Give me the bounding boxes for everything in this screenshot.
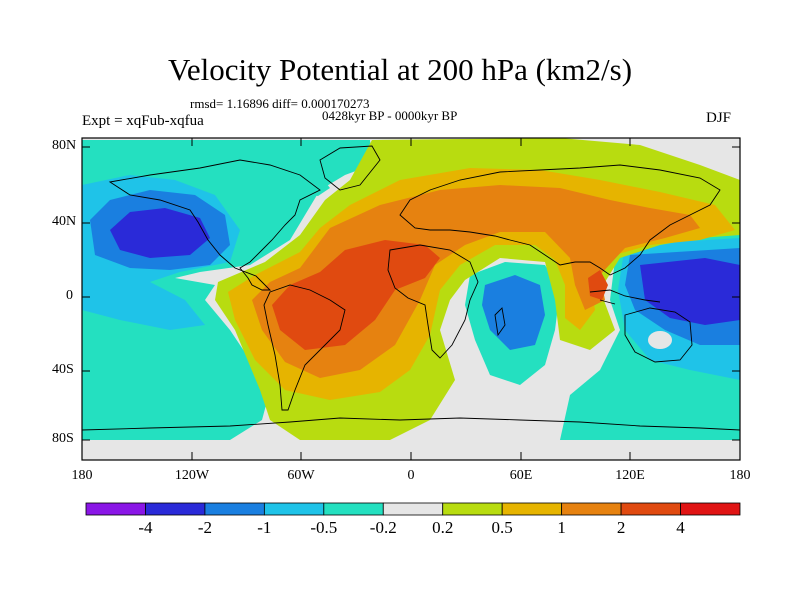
negative-region-pacific-core xyxy=(110,208,210,258)
coastline-madagascar xyxy=(494,307,506,337)
colorbar-label: -2 xyxy=(197,518,212,537)
positive-region-red xyxy=(272,240,440,350)
y-tick-label: 80N xyxy=(52,138,77,153)
colorbar-swatch xyxy=(145,502,206,516)
colorbar-swatch xyxy=(442,502,503,516)
colorbar xyxy=(85,502,741,516)
colorbar-swatch xyxy=(561,502,622,516)
colorbar-swatch xyxy=(620,502,681,516)
x-tick-label: 60E xyxy=(509,468,533,483)
x-tick-label: 0 xyxy=(407,468,415,483)
australia-neutral-spot xyxy=(648,331,672,349)
colorbar-label: -4 xyxy=(138,518,153,537)
colorbar-swatch xyxy=(680,502,741,516)
x-tick-label: 180 xyxy=(71,468,93,483)
coastline-greenland xyxy=(319,145,381,191)
map-title: Velocity Potential at 200 hPa (km2/s) xyxy=(167,52,633,87)
colorbar-swatch xyxy=(263,502,325,516)
colorbar-label: 0.5 xyxy=(491,518,513,537)
y-tick-label: 0 xyxy=(66,288,73,303)
colorbar-swatch xyxy=(323,502,384,516)
x-tick-label: 120W xyxy=(174,468,210,483)
stats-line: rmsd= 1.16896 diff= 0.000170273 xyxy=(190,96,370,111)
period-line: 0428kyr BP - 0000kyr BP xyxy=(322,108,458,123)
colorbar-label: 4 xyxy=(676,518,685,537)
colorbar-swatch xyxy=(501,502,563,516)
x-tick-label: 180 xyxy=(729,468,751,483)
coastlines xyxy=(82,145,740,431)
x-tick-label: 60W xyxy=(287,468,315,483)
positive-region-red-asia xyxy=(588,270,608,300)
coastline-africa xyxy=(387,244,479,359)
negative-region-atlantic-north xyxy=(300,178,330,196)
colorbar-label: -0.2 xyxy=(369,518,397,537)
colorbar-swatch xyxy=(204,502,265,516)
negative-region-wpacific-core xyxy=(640,258,740,325)
season-label: DJF xyxy=(706,110,732,126)
coastline-north-america xyxy=(108,159,321,291)
colorbar-swatch xyxy=(85,502,146,516)
positive-region-orange xyxy=(252,185,700,378)
x-tick-label: 120E xyxy=(615,468,645,483)
experiment-label: Expt = xqFub-xqfua xyxy=(82,113,204,129)
coastline-antarctica xyxy=(82,417,740,431)
y-tick-label: 40S xyxy=(52,362,74,377)
y-tick-label: 40N xyxy=(52,214,77,229)
axis-ticks xyxy=(82,138,740,460)
coastline-indonesia xyxy=(589,289,661,305)
y-tick-label: 80S xyxy=(52,431,74,446)
coastline-south-america xyxy=(263,284,346,411)
colorbar-label: 2 xyxy=(616,518,626,537)
colorbar-swatch xyxy=(382,502,444,516)
colorbar-label: 1 xyxy=(557,518,566,537)
contour-field xyxy=(82,138,740,460)
colorbar-label: -1 xyxy=(257,518,272,537)
colorbar-label: 0.2 xyxy=(432,518,454,537)
coastline-eurasia xyxy=(399,164,721,276)
coastline-australia xyxy=(624,307,693,363)
colorbar-label: -0.5 xyxy=(310,518,338,537)
